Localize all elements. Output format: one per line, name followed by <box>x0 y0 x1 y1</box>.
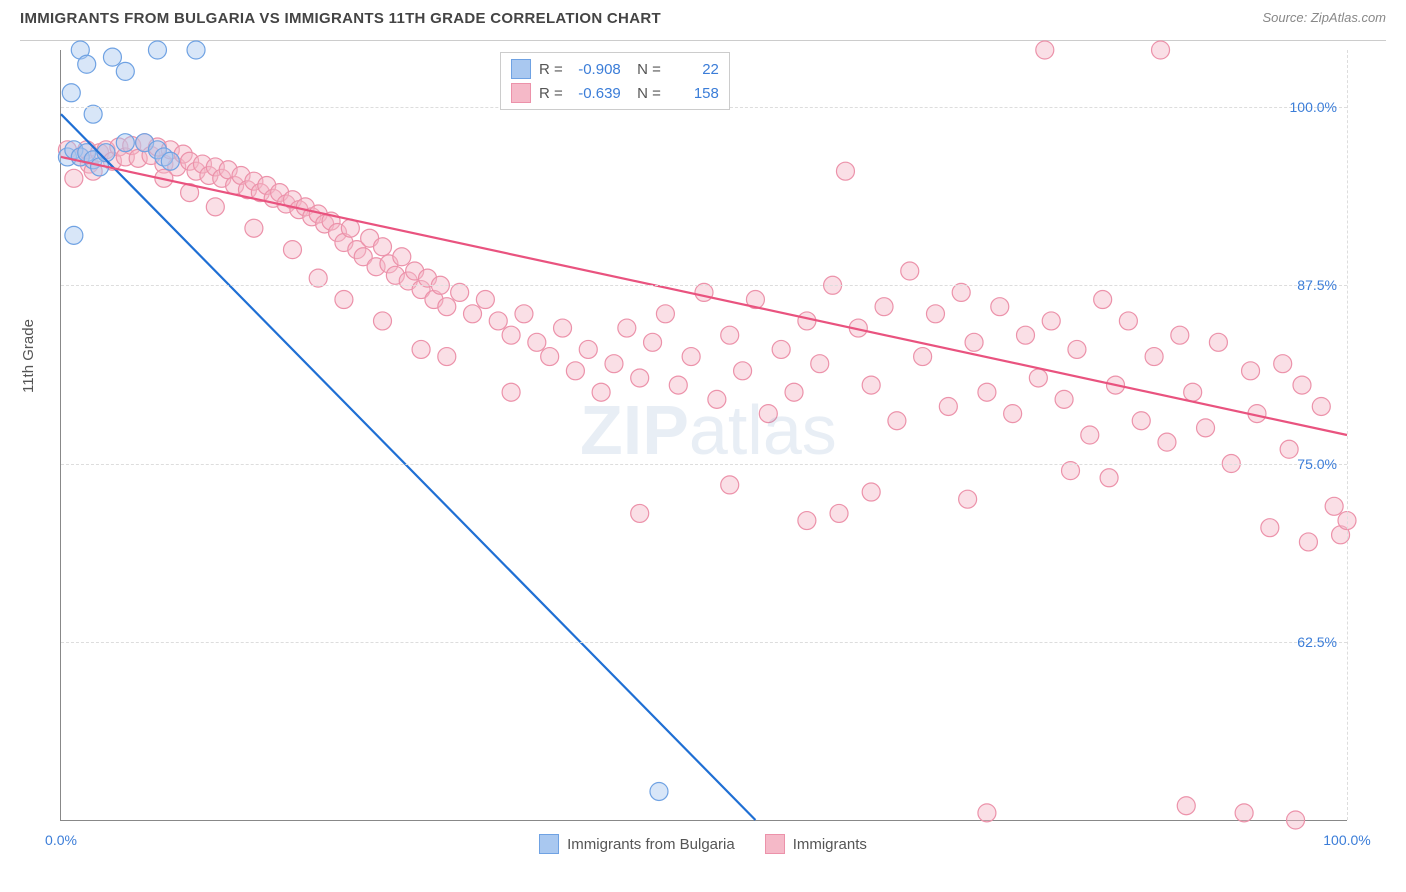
legend-swatch-1 <box>511 83 531 103</box>
legend-bottom-label-0: Immigrants from Bulgaria <box>567 836 735 853</box>
legend-n-value-0: 22 <box>669 61 719 78</box>
chart-header: IMMIGRANTS FROM BULGARIA VS IMMIGRANTS 1… <box>20 10 1386 41</box>
legend-stats: R = -0.908 N = 22 R = -0.639 N = 158 <box>500 52 730 110</box>
legend-r-label-0: R = <box>539 61 563 78</box>
legend-bottom-label-1: Immigrants <box>793 836 867 853</box>
ytick-label: 75.0% <box>1297 456 1337 472</box>
legend-bottom: Immigrants from Bulgaria Immigrants <box>0 834 1406 854</box>
legend-bottom-item-1: Immigrants <box>765 834 867 854</box>
ytick-label: 87.5% <box>1297 277 1337 293</box>
legend-n-label-1: N = <box>629 85 661 102</box>
legend-swatch-0 <box>511 59 531 79</box>
legend-bottom-swatch-0 <box>539 834 559 854</box>
source-label: Source: ZipAtlas.com <box>1262 10 1386 25</box>
ytick-label: 62.5% <box>1297 634 1337 650</box>
legend-r-label-1: R = <box>539 85 563 102</box>
legend-bottom-swatch-1 <box>765 834 785 854</box>
legend-r-value-1: -0.639 <box>571 85 621 102</box>
legend-stats-row-0: R = -0.908 N = 22 <box>511 57 719 81</box>
y-axis-label: 11th Grade <box>20 319 37 393</box>
legend-n-value-1: 158 <box>669 85 719 102</box>
chart-title: IMMIGRANTS FROM BULGARIA VS IMMIGRANTS 1… <box>20 10 661 27</box>
chart-svg <box>61 50 1347 820</box>
ytick-label: 100.0% <box>1290 99 1337 115</box>
legend-r-value-0: -0.908 <box>571 61 621 78</box>
legend-bottom-item-0: Immigrants from Bulgaria <box>539 834 735 854</box>
legend-stats-row-1: R = -0.639 N = 158 <box>511 81 719 105</box>
plot-area: 62.5%75.0%87.5%100.0%0.0%100.0% <box>60 50 1347 821</box>
legend-n-label-0: N = <box>629 61 661 78</box>
